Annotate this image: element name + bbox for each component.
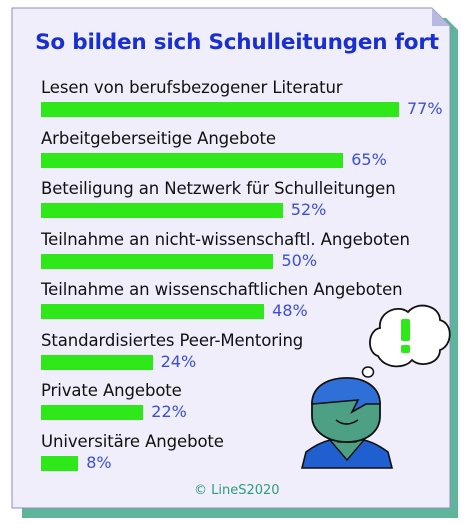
category-label: Lesen von berufsbezogener Literatur	[41, 78, 343, 97]
folded-corner	[432, 8, 450, 26]
bar	[41, 152, 344, 168]
bar	[41, 253, 274, 269]
value-label: 48%	[272, 301, 308, 320]
bar	[41, 304, 265, 319]
value-label: 65%	[351, 149, 387, 169]
value-label: 52%	[290, 200, 327, 219]
copyright-text: © LineS2020	[194, 483, 280, 498]
chart-title: So bilden sich Schulleitungen fort	[35, 30, 439, 55]
category-label: Beteiligung an Netzwerk für Schulleitung…	[41, 179, 396, 198]
category-label: Universitäre Angebote	[41, 431, 224, 451]
category-label: Teilnahme an wissenschaftlichen Angebote…	[41, 280, 403, 299]
bar	[41, 455, 79, 471]
category-label: Private Angebote	[41, 381, 182, 400]
category-label: Teilnahme an nicht-wissenschaftl. Angebo…	[41, 229, 410, 249]
exclamation-thought-bubble-icon	[354, 304, 451, 388]
value-label: 22%	[151, 402, 187, 421]
bar	[41, 405, 144, 420]
category-label: Arbeitgeberseitige Angebote	[41, 128, 276, 148]
category-label: Standardisiertes Peer-Mentoring	[41, 330, 304, 350]
bar	[41, 354, 153, 370]
bar	[41, 203, 283, 218]
bar	[41, 102, 399, 117]
thinking-person-icon	[300, 377, 394, 469]
value-label: 24%	[160, 351, 197, 371]
value-label: 50%	[281, 250, 318, 270]
value-label: 77%	[407, 99, 443, 118]
value-label: 8%	[86, 452, 112, 472]
